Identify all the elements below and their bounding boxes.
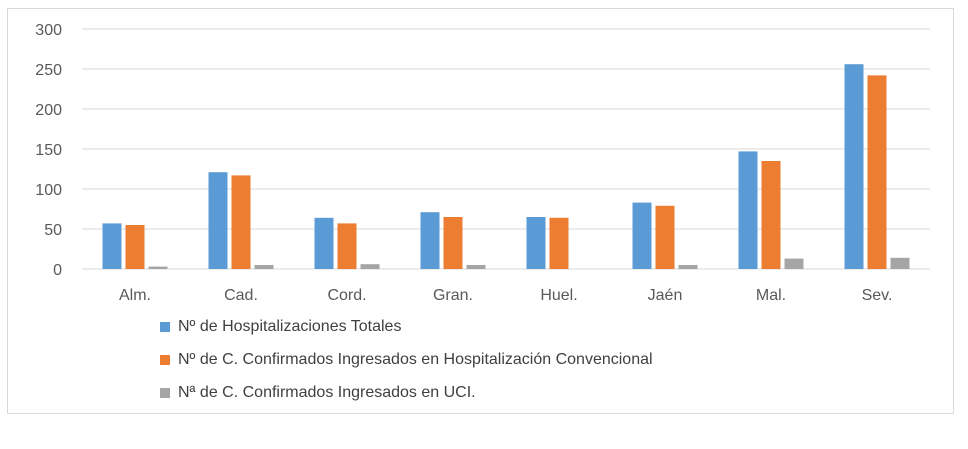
bar-0-4 <box>526 217 546 269</box>
x-tick-label: Jaén <box>648 287 683 304</box>
bar-0-7 <box>844 64 864 269</box>
bar-2-7 <box>890 257 910 269</box>
x-tick-label: Mal. <box>756 287 786 304</box>
x-tick-label: Cad. <box>224 287 258 304</box>
bar-2-6 <box>784 258 804 269</box>
x-tick-label: Gran. <box>433 287 473 304</box>
y-tick-label: 50 <box>44 222 62 239</box>
bar-1-6 <box>761 161 781 269</box>
x-tick-label: Sev. <box>862 287 893 304</box>
bar-1-4 <box>549 217 569 269</box>
bar-0-2 <box>314 217 334 269</box>
y-tick-label: 250 <box>35 62 62 79</box>
bar-0-5 <box>632 202 652 269</box>
bar-2-2 <box>360 264 380 269</box>
bar-1-0 <box>125 225 145 269</box>
legend-item: Nº de C. Confirmados Ingresados en Hospi… <box>160 351 653 369</box>
legend-label: Nª de C. Confirmados Ingresados en UCI. <box>178 384 476 401</box>
y-tick-label: 300 <box>35 22 62 39</box>
y-tick-label: 200 <box>35 102 62 119</box>
bar-0-0 <box>102 223 122 269</box>
bar-2-1 <box>254 265 274 269</box>
bar-1-5 <box>655 205 675 269</box>
legend-swatch <box>160 355 170 365</box>
y-tick-label: 100 <box>35 182 62 199</box>
legend-item: Nª de C. Confirmados Ingresados en UCI. <box>160 384 476 402</box>
legend-label: Nº de C. Confirmados Ingresados en Hospi… <box>178 351 653 368</box>
x-tick-label: Cord. <box>327 287 366 304</box>
y-tick-label: 0 <box>53 262 62 279</box>
legend-label: Nº de Hospitalizaciones Totales <box>178 318 402 335</box>
legend-item: Nº de Hospitalizaciones Totales <box>160 318 401 336</box>
bar-2-0 <box>148 266 168 269</box>
bar-0-6 <box>738 151 758 269</box>
legend-swatch <box>160 388 170 398</box>
bar-1-7 <box>867 75 887 270</box>
bar-1-3 <box>443 217 463 269</box>
x-tick-label: Huel. <box>540 287 577 304</box>
bar-1-2 <box>337 223 357 269</box>
bar-2-3 <box>466 265 486 269</box>
bar-2-5 <box>678 265 698 269</box>
bar-0-3 <box>420 212 440 269</box>
legend-swatch <box>160 322 170 332</box>
bar-1-1 <box>231 175 251 269</box>
bar-0-1 <box>208 172 228 269</box>
y-tick-label: 150 <box>35 142 62 159</box>
chart-frame <box>7 8 954 414</box>
x-tick-label: Alm. <box>119 287 151 304</box>
